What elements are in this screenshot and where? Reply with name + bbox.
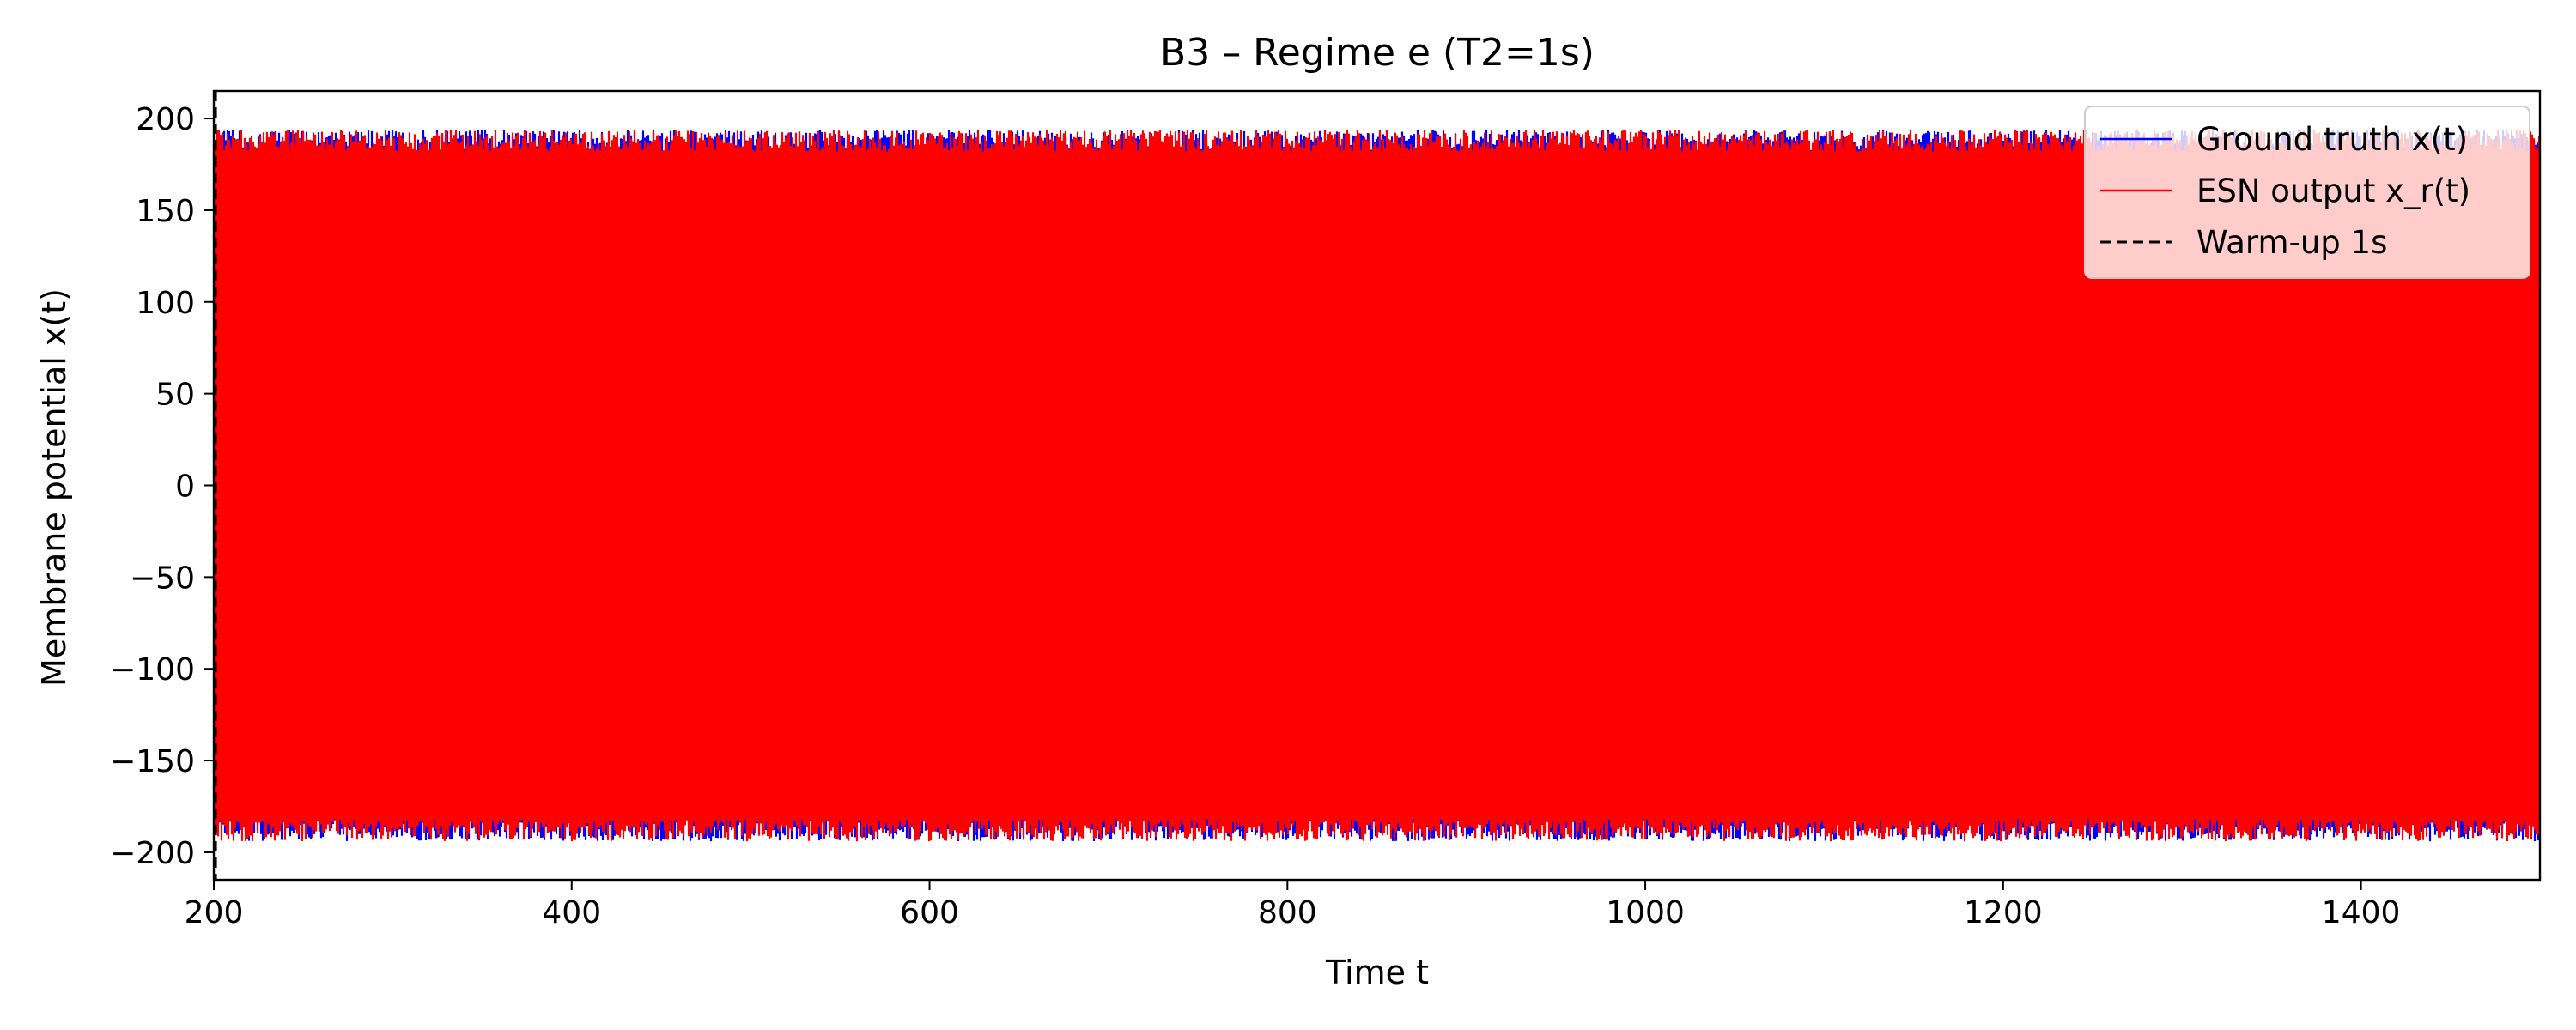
legend-item-ground-truth: Ground truth x(t) (2100, 121, 2468, 158)
series-line-esn-output (214, 129, 2540, 842)
x-tick-label: 800 (1258, 895, 1317, 930)
plot-area (214, 91, 2540, 880)
chart-title: B3 – Regime e (T2=1s) (1160, 31, 1595, 75)
legend: Ground truth x(t) ESN output x_r(t) Warm-u… (2084, 106, 2530, 279)
axes: 200 400 600 800 1000 1200 1400 −200 −150 −100 −50 0… (110, 89, 2542, 930)
legend-box (2084, 106, 2530, 279)
legend-label: ESN output x_r(t) (2196, 173, 2470, 209)
y-tick-label: 200 (136, 102, 195, 137)
legend-label: Warm-up 1s (2196, 224, 2387, 261)
legend-item-warm-up: Warm-up 1s (2100, 224, 2387, 261)
y-tick-label: 0 (175, 470, 195, 505)
y-tick-label: −200 (110, 836, 195, 871)
x-tick-label: 1000 (1606, 895, 1685, 930)
y-tick-label: 50 (155, 378, 195, 413)
y-tick-label: −100 (110, 652, 195, 688)
y-tick-label: −50 (130, 560, 195, 596)
y-tick-label: 150 (136, 194, 195, 229)
x-tick-label: 600 (900, 895, 959, 930)
x-axis-label: Time t (1325, 954, 1429, 991)
x-tick-label: 200 (185, 895, 244, 930)
y-tick-label: 100 (136, 286, 195, 321)
x-tick-label: 1200 (1964, 895, 2043, 930)
y-tick-label: −150 (110, 744, 195, 779)
legend-label: Ground truth x(t) (2196, 121, 2468, 158)
x-tick-label: 400 (542, 895, 601, 930)
x-tick-label: 1400 (2322, 895, 2401, 930)
legend-item-esn-output: ESN output x_r(t) (2100, 173, 2470, 209)
y-axis-label: Membrane potential x(t) (35, 288, 73, 687)
